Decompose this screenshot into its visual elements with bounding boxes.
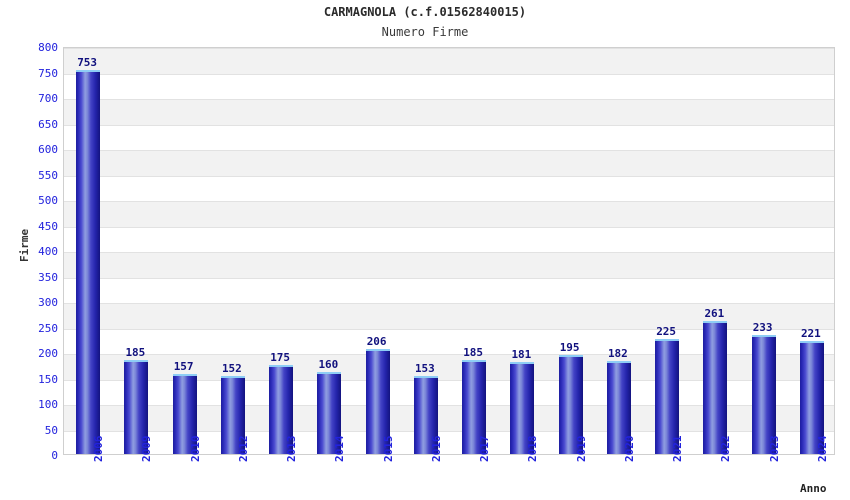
chart-subtitle: Numero Firme [381,25,469,39]
x-tick-label: 2019 [574,435,588,463]
y-tick-label: 800 [38,41,58,54]
bar[interactable] [655,339,680,454]
x-tick-label: 2012 [236,435,250,463]
y-axis-title: Firme [18,228,31,262]
y-axis-tick-labels: 0 50 100 150 200 250 300 350 400 450 500 550 600 650 7… [0,0,58,500]
y-tick-label: 300 [38,296,58,309]
bar-value-label: 160 [318,358,339,372]
bar-value-label: 157 [173,359,194,373]
y-tick-label: 650 [38,117,58,131]
y-tick-label: 450 [38,219,58,233]
bar-value-label: 181 [511,347,532,361]
x-tick-label: 2014 [333,435,347,463]
x-tick-label: 2021 [671,435,685,463]
bar-value-label: 233 [752,321,773,335]
x-tick-label: 2017 [478,435,492,463]
y-tick-label: 0 [51,449,58,462]
gridline [64,201,834,202]
background-band [64,150,834,176]
bar[interactable] [413,375,438,454]
x-tick-label: 2015 [381,435,395,463]
bar[interactable] [799,341,824,454]
bar[interactable] [220,376,245,454]
gridline [64,48,834,49]
y-tick-label: 750 [38,66,58,80]
x-tick-label: 2013 [285,435,299,463]
bar[interactable] [76,69,101,454]
gridline [64,303,834,304]
x-tick-label: 2010 [188,435,202,463]
y-tick-label: 250 [38,321,58,335]
x-tick-label: 2006 [92,435,106,463]
bar-value-label: 753 [77,55,98,69]
x-tick-label: 2009 [140,435,154,463]
y-tick-label: 550 [38,168,58,182]
gridline [64,329,834,330]
background-band [64,99,834,125]
y-tick-label: 400 [38,245,58,258]
bar[interactable] [124,359,149,454]
gridline [64,380,834,381]
bar[interactable] [172,373,197,454]
bar[interactable] [510,361,535,454]
gridline [64,252,834,253]
background-band [64,48,834,74]
x-tick-label: 2018 [526,435,540,463]
x-axis-title: Anno [800,482,827,495]
y-tick-label: 600 [38,143,58,156]
bar-value-label: 195 [559,340,580,354]
y-tick-label: 50 [44,423,58,437]
bar[interactable] [703,320,728,454]
gridline [64,176,834,177]
y-tick-label: 700 [38,92,58,105]
bar[interactable] [317,372,342,454]
bar-value-label: 206 [366,334,387,348]
y-tick-label: 150 [38,372,58,386]
y-tick-label: 350 [38,270,58,284]
gridline [64,74,834,75]
gridline [64,278,834,279]
x-tick-label: 2023 [767,435,781,463]
bar[interactable] [462,359,487,454]
background-band [64,201,834,227]
bar-value-label: 152 [221,362,242,376]
y-tick-label: 200 [38,347,58,360]
background-band [64,252,834,278]
gridline [64,354,834,355]
gridline [64,150,834,151]
gridline [64,125,834,126]
bar-value-label: 153 [414,361,435,375]
bar-value-label: 225 [656,325,677,339]
x-tick-label: 2020 [622,435,636,463]
bar-value-label: 182 [607,347,628,361]
chart-title: CARMAGNOLA (c.f.01562840015) [323,5,527,19]
y-tick-label: 100 [38,398,58,411]
bar-value-label: 261 [704,306,725,320]
bar-value-label: 221 [800,327,821,341]
bar-value-label: 185 [125,345,146,359]
gridline [64,431,834,432]
bar[interactable] [606,361,631,454]
bar-value-label: 185 [463,345,484,359]
gridline [64,227,834,228]
bar[interactable] [365,348,390,454]
plot-area [63,47,835,455]
bar[interactable] [751,335,776,454]
gridline [64,405,834,406]
x-tick-label: 2024 [815,435,829,463]
bar[interactable] [558,354,583,454]
y-tick-label: 500 [38,194,58,207]
bar-value-label: 175 [270,350,291,364]
gridline [64,99,834,100]
x-tick-label: 2022 [719,435,733,463]
bar[interactable] [269,364,294,454]
x-tick-label: 2016 [429,435,443,463]
